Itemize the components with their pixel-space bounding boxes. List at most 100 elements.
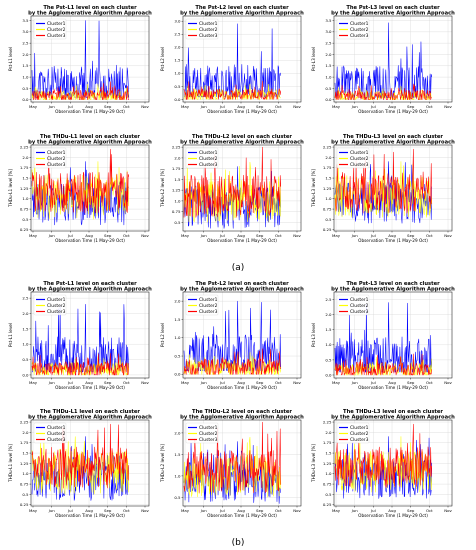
chart-12: 0.25 0.5 0.75 1.0 1.25 1.5 1.75 2.0 2.25 May Jun Ju…: [311, 409, 455, 518]
legend-entry: Cluster1: [199, 21, 218, 27]
x-tick-label: Sep: [256, 380, 264, 385]
y-tick-label: 0.75: [323, 481, 332, 486]
x-tick-label: Nov: [293, 380, 301, 385]
chart-8: 0.0 0.5 1.0 1.5 2.0 May Jun Jul Aug Sep Oct Nov Clus…: [160, 281, 304, 390]
chart-subtitle: by the Agglomerative Algorithm Approach: [28, 287, 152, 293]
x-tick-label: Jun: [200, 104, 208, 109]
x-axis-label: Observation Time (1 May-29 Oct): [55, 238, 125, 243]
y-axis-label: Pst-L2 level: [160, 323, 165, 347]
y-tick-label: 0.25: [20, 227, 29, 232]
y-tick-label: 0.5: [325, 217, 332, 222]
chart-2: 0.0 0.5 1.0 1.5 2.0 2.5 3.0 May Jun Jul Aug Sep Oct N…: [160, 5, 304, 114]
series-line-cluster1: [334, 302, 433, 373]
x-tick-label: Nov: [141, 233, 149, 238]
series-line-cluster2: [183, 161, 282, 223]
plot-frame: [30, 144, 150, 232]
chart-subtitle: by the Agglomerative Algorithm Approach: [180, 11, 304, 17]
legend-entry: Cluster3: [199, 309, 218, 315]
y-tick-label: 1.0: [325, 342, 332, 347]
y-tick-label: 2.25: [323, 419, 332, 424]
legend-entry: Cluster3: [350, 437, 369, 443]
legend-entry: Cluster1: [47, 297, 66, 303]
chart-title: The THDu-L2 level on each cluster: [192, 134, 292, 140]
series-line-cluster2: [183, 436, 282, 498]
y-tick-label: 1.5: [325, 327, 332, 332]
y-tick-label: 2.0: [22, 430, 29, 435]
chart-subtitle: by the Agglomerative Algorithm Approach: [180, 287, 304, 293]
series-line-cluster3: [183, 421, 282, 494]
y-tick-label: 1.25: [323, 186, 332, 191]
legend-entry: Cluster1: [350, 297, 369, 303]
x-tick-label: Jun: [351, 508, 359, 513]
chart-11: 0.5 1.0 1.5 2.0 May Jun Jul Aug Sep Oct Nov Cluster…: [160, 409, 304, 518]
y-tick-label: 0.0: [174, 372, 181, 377]
y-tick-label: 1.0: [325, 471, 332, 476]
y-tick-label: 0.5: [174, 495, 181, 500]
x-tick-label: Aug: [85, 380, 93, 385]
x-tick-label: Jul: [370, 508, 376, 513]
y-tick-label: 1.75: [20, 440, 29, 445]
y-tick-label: 0.0: [325, 97, 332, 102]
x-axis-label: Observation Time (1 May-29 Oct): [358, 238, 428, 243]
y-tick-label: 1.0: [22, 196, 29, 201]
y-tick-label: 1.5: [174, 452, 181, 457]
series-line-cluster1: [334, 22, 433, 98]
y-tick-label: 0.75: [20, 481, 29, 486]
legend-entry: Cluster3: [350, 33, 369, 39]
x-tick-label: May: [181, 508, 190, 513]
chart-title: The THDu-L3 level on each cluster: [343, 409, 443, 415]
y-tick-label: 1.0: [174, 473, 181, 478]
x-tick-label: May: [29, 380, 38, 385]
x-tick-label: Jul: [67, 380, 73, 385]
series-line-cluster1: [32, 304, 130, 373]
y-axis-label: Pst-L2 level: [160, 47, 165, 71]
y-tick-label: 2.0: [325, 155, 332, 160]
y-tick-label: 2.0: [325, 52, 332, 57]
series-line-cluster3: [334, 148, 433, 214]
legend-entry: Cluster2: [350, 431, 369, 437]
x-tick-label: May: [332, 104, 341, 109]
series-line-cluster2: [334, 161, 433, 218]
series-line-cluster3: [31, 148, 130, 214]
chart-title: The Pst-L3 level on each cluster: [346, 5, 440, 11]
y-tick-label: 1.5: [325, 175, 332, 180]
y-tick-label: 3.0: [174, 19, 181, 24]
x-tick-label: Nov: [444, 380, 452, 385]
y-tick-label: 0.0: [22, 97, 29, 102]
y-axis-label: Pst-L3 level: [311, 323, 316, 347]
x-tick-label: Oct: [426, 233, 433, 238]
x-tick-label: Sep: [256, 233, 264, 238]
x-tick-label: Oct: [426, 104, 433, 109]
x-tick-label: Jul: [67, 508, 73, 513]
chart-subtitle: by the Agglomerative Algorithm Approach: [331, 287, 455, 293]
x-tick-label: Jun: [48, 380, 56, 385]
x-tick-label: Nov: [141, 380, 149, 385]
x-tick-label: Oct: [123, 380, 130, 385]
x-tick-label: Nov: [444, 508, 452, 513]
y-tick-label: 0.75: [323, 206, 332, 211]
y-tick-label: 1.5: [325, 63, 332, 68]
legend-entry: Cluster1: [47, 425, 66, 431]
y-tick-label: 2.0: [22, 155, 29, 160]
legend-entry: Cluster1: [199, 425, 218, 431]
x-axis-label: Observation Time (1 May-29 Oct): [358, 385, 428, 390]
y-tick-label: 2.0: [174, 45, 181, 50]
x-tick-label: May: [29, 508, 38, 513]
y-tick-label: 1.5: [22, 63, 29, 68]
y-tick-label: 2.0: [174, 299, 181, 304]
legend-entry: Cluster3: [350, 309, 369, 315]
y-tick-label: 0.5: [22, 86, 29, 91]
chart-4: 0.25 0.5 0.75 1.0 1.25 1.5 1.75 2.0 2.25 May Jun Ju…: [8, 134, 152, 243]
chart-7: 0.0 0.5 1.0 1.5 2.0 2.5 May Jun Jul Aug Sep Oct Nov C…: [8, 281, 152, 390]
chart-title: The THDu-L2 level on each cluster: [192, 409, 292, 415]
plot-frame: [182, 291, 302, 379]
x-tick-label: Sep: [256, 104, 264, 109]
plot-frame: [182, 144, 302, 232]
y-tick-label: 2.5: [325, 297, 332, 302]
chart-9: 0.0 0.5 1.0 1.5 2.0 2.5 May Jun Jul Aug Sep Oct Nov C…: [311, 281, 455, 390]
legend-entry: Cluster2: [199, 27, 218, 33]
x-tick-label: Jul: [67, 104, 73, 109]
legend-entry: Cluster2: [47, 303, 66, 309]
x-tick-label: Jun: [48, 104, 56, 109]
y-axis-label: Pst-L1 level: [8, 323, 13, 347]
